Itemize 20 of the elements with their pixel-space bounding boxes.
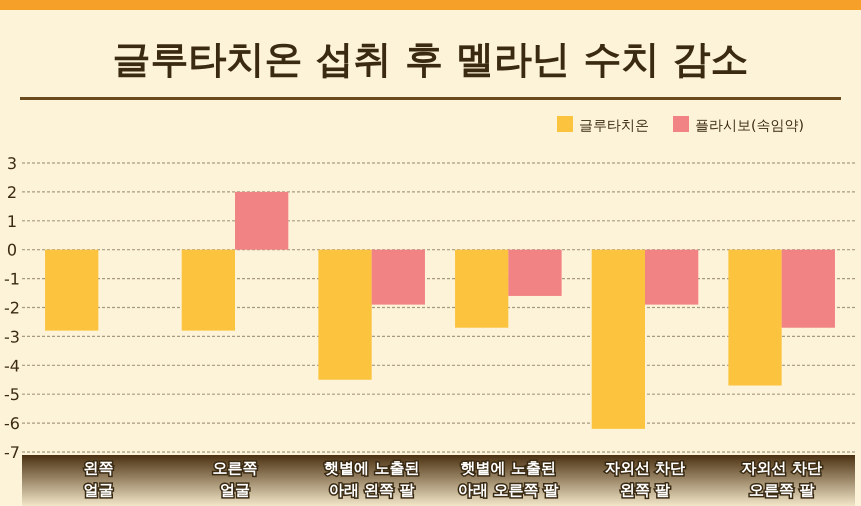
y-tick-label: 1 xyxy=(6,212,18,231)
y-tick-label: -2 xyxy=(4,298,20,318)
x-tick-label: 햇볕에 노출된 아래 오른쪽 팔 xyxy=(458,459,559,499)
x-tick-label: 왼쪽 얼굴 xyxy=(83,459,114,499)
x-tick-label: 햇볕에 노출된 아래 왼쪽 팔 xyxy=(324,459,420,499)
y-tick-label: 3 xyxy=(6,154,18,173)
x-tick-label: 오른쪽 얼굴 xyxy=(212,459,258,499)
legend-label: 플라시보(속임약) xyxy=(695,118,804,134)
y-tick-label: 0 xyxy=(6,240,18,260)
x-tick-label: 자외선 차단 오른쪽 팔 xyxy=(742,459,822,499)
y-tick-label: -1 xyxy=(4,270,20,289)
y-tick-label: -6 xyxy=(4,414,20,434)
chart-title: 글루타치온 섭취 후 멜라닌 수치 감소 xyxy=(112,37,749,81)
x-tick-label: 자외선 차단 왼쪽 팔 xyxy=(604,459,686,499)
legend-label: 글루타치온 xyxy=(579,118,649,134)
y-tick-label: -4 xyxy=(4,356,20,376)
y-tick-label: -5 xyxy=(4,385,20,404)
y-tick-label: -3 xyxy=(4,327,20,346)
y-tick-label: -7 xyxy=(4,443,20,462)
y-tick-label: 2 xyxy=(6,182,18,202)
